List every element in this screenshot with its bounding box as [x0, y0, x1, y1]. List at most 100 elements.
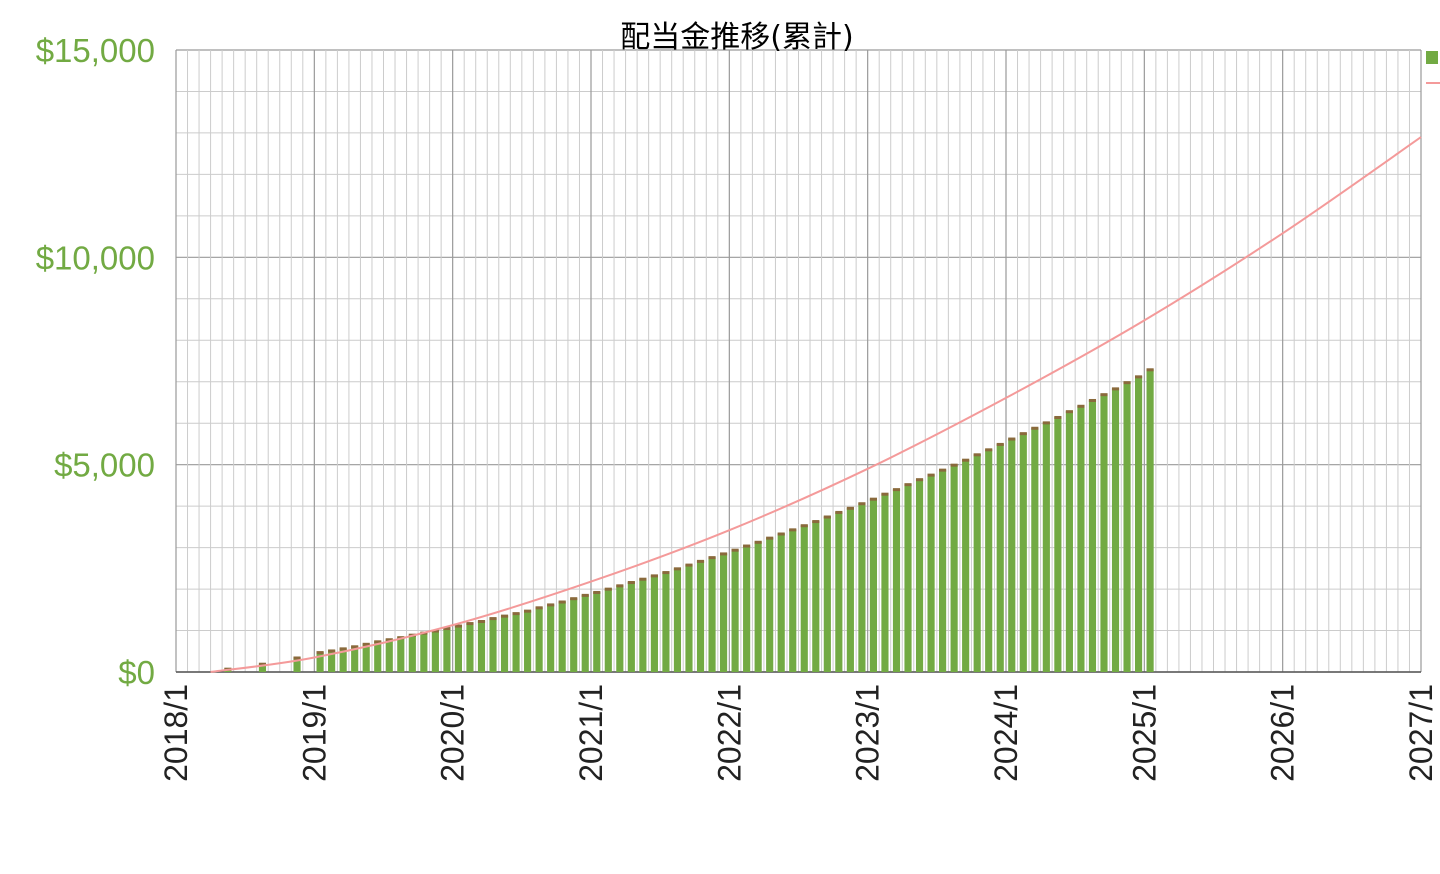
- bar: [1008, 438, 1016, 672]
- x-axis-ticks: 2018/1 2019/1 2020/1 2021/1 2022/1 2023/1 2024…: [158, 684, 1439, 782]
- legend-bar-swatch: [1426, 51, 1438, 64]
- bar: [743, 545, 751, 672]
- bar-top-marker: [1054, 415, 1062, 419]
- bar: [454, 625, 463, 672]
- bar-top-marker: [869, 497, 878, 501]
- bar-top-marker: [627, 581, 635, 585]
- bar-top-marker: [477, 620, 486, 623]
- bar: [823, 516, 831, 672]
- bar-top-marker: [800, 524, 808, 528]
- bar: [731, 549, 739, 672]
- bar-top-marker: [985, 448, 993, 452]
- bar: [962, 459, 970, 672]
- bar-top-marker: [339, 647, 347, 651]
- trend-line: [210, 136, 1422, 673]
- bar-top-marker: [708, 556, 716, 560]
- bar: [639, 578, 647, 672]
- bar: [535, 607, 543, 672]
- bar-top-marker: [581, 593, 589, 597]
- bar: [258, 663, 267, 672]
- bar: [869, 498, 878, 672]
- bar-top-marker: [731, 548, 739, 552]
- bar-top-marker: [939, 468, 947, 472]
- bar-top-marker: [650, 574, 658, 578]
- bar: [500, 615, 509, 672]
- bar-top-marker: [662, 571, 670, 575]
- bar-top-marker: [858, 502, 866, 506]
- bar: [846, 507, 854, 672]
- bar-top-marker: [258, 662, 267, 666]
- bar: [835, 511, 843, 672]
- bar-top-marker: [927, 473, 935, 477]
- bar: [1111, 388, 1120, 672]
- bar-top-marker: [535, 606, 543, 610]
- bar-top-marker: [1100, 393, 1108, 397]
- bar: [477, 621, 486, 672]
- x-tick-label: 2020/1: [435, 684, 471, 782]
- x-tick-label: 2019/1: [296, 684, 332, 782]
- bar: [558, 601, 566, 672]
- bar-top-marker: [892, 488, 901, 492]
- bar: [685, 564, 693, 672]
- bar: [985, 449, 993, 672]
- bar-top-marker: [766, 536, 774, 540]
- bar-top-marker: [915, 478, 924, 482]
- bar: [673, 568, 682, 672]
- bar: [939, 469, 947, 672]
- bar: [754, 541, 762, 672]
- x-tick-label: 2022/1: [711, 684, 747, 782]
- bar: [696, 560, 705, 672]
- bar: [800, 525, 808, 672]
- bar-top-marker: [777, 532, 785, 536]
- y-tick-label: $10,000: [36, 239, 155, 276]
- bar-top-marker: [500, 614, 509, 618]
- bar-top-marker: [1042, 421, 1050, 425]
- bar-top-marker: [351, 645, 359, 649]
- bar: [489, 618, 497, 672]
- bar: [512, 613, 520, 672]
- bar: [650, 575, 658, 672]
- bar: [328, 650, 336, 672]
- bar-top-marker: [1031, 426, 1039, 430]
- bar-top-marker: [881, 492, 889, 496]
- bar: [627, 582, 635, 672]
- bar-top-marker: [558, 600, 566, 604]
- x-tick-label: 2018/1: [158, 684, 194, 782]
- bar: [1088, 399, 1097, 672]
- bar: [1042, 422, 1050, 672]
- bar-top-marker: [374, 640, 382, 644]
- bar-top-marker: [1146, 368, 1154, 372]
- bar-top-marker: [789, 528, 797, 532]
- bar-top-marker: [328, 649, 336, 653]
- bar: [339, 648, 347, 672]
- bar-top-marker: [524, 609, 532, 613]
- bar: [420, 632, 428, 672]
- bar-top-marker: [385, 638, 393, 642]
- bar-top-marker: [1123, 381, 1131, 385]
- bar: [904, 484, 912, 672]
- x-tick-label: 2026/1: [1265, 684, 1301, 782]
- bar-top-marker: [754, 540, 762, 544]
- bar: [547, 604, 555, 672]
- bar: [616, 585, 624, 672]
- bar: [466, 623, 474, 672]
- bar-top-marker: [835, 510, 843, 514]
- bar: [777, 533, 785, 672]
- x-tick-label: 2025/1: [1126, 684, 1162, 782]
- y-axis-ticks: $0 $5,000 $10,000 $15,000: [36, 32, 155, 691]
- bar-top-marker: [454, 624, 463, 628]
- bar-top-marker: [431, 629, 439, 633]
- bar: [996, 443, 1004, 672]
- y-tick-label: $15,000: [36, 32, 155, 69]
- bar-top-marker: [316, 651, 324, 655]
- x-tick-label: 2021/1: [573, 684, 609, 782]
- bar: [1077, 405, 1085, 672]
- bar: [858, 503, 866, 672]
- bar: [1054, 416, 1062, 672]
- bar-top-marker: [973, 453, 981, 457]
- bar: [812, 521, 820, 672]
- bar-top-marker: [1111, 387, 1120, 391]
- bar: [524, 610, 532, 672]
- bar: [708, 557, 716, 672]
- legend: [1426, 51, 1440, 84]
